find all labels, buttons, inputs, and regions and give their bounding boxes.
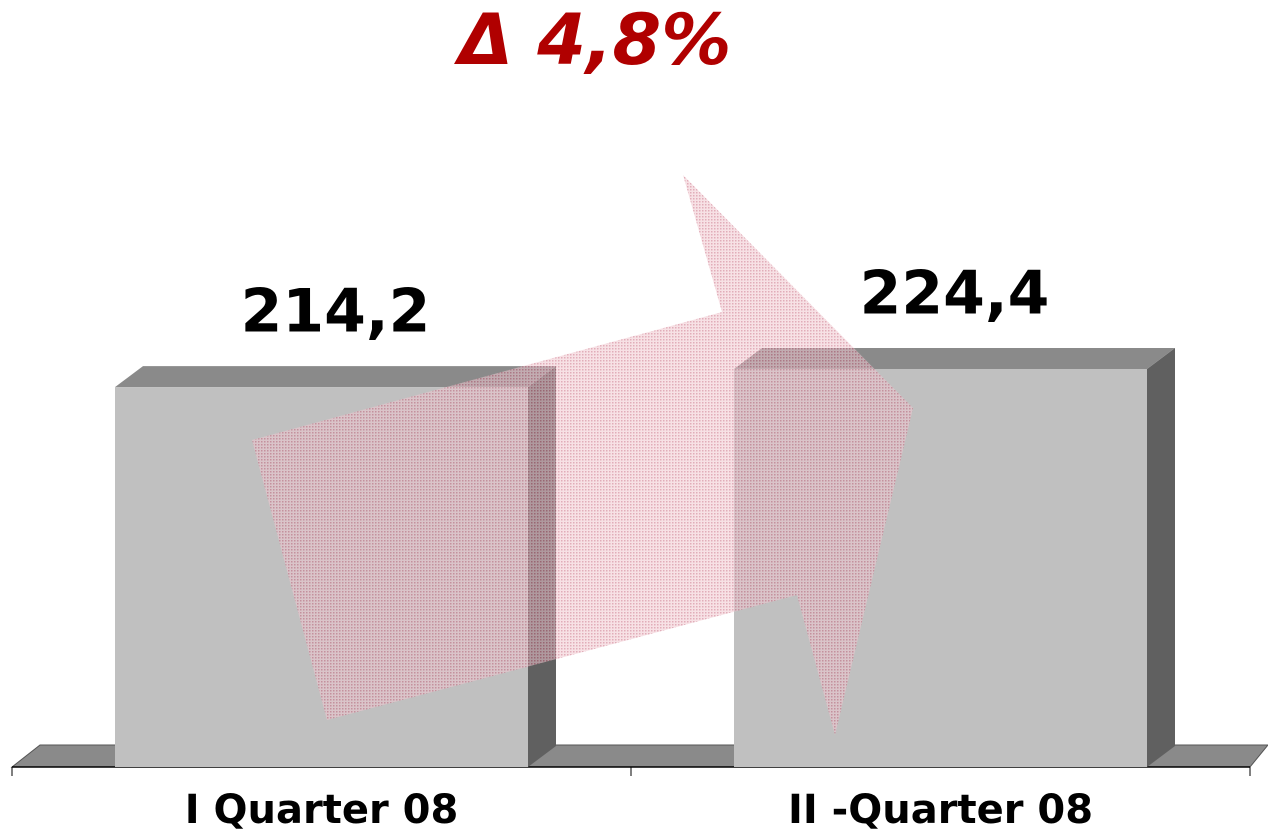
bar-side	[1147, 348, 1175, 767]
bar-top	[115, 366, 556, 388]
value-label: 214,2	[241, 277, 431, 347]
x-tick-label: II -Quarter 08	[788, 787, 1093, 833]
x-tick-label: I Quarter 08	[185, 787, 459, 833]
annotation: Δ 4,8%	[454, 0, 732, 81]
growth-arrow	[252, 175, 913, 735]
value-label: 224,4	[860, 259, 1050, 329]
